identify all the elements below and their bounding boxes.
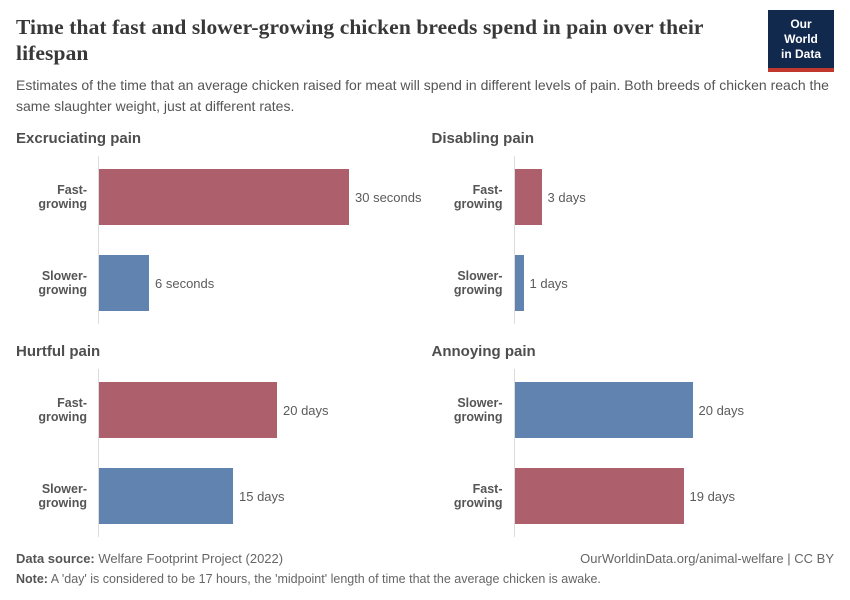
chart-title: Annoying pain xyxy=(431,343,536,361)
value-label: 6 seconds xyxy=(155,275,215,291)
value-label: 20 days xyxy=(283,402,329,418)
value-label: 1 days xyxy=(529,275,568,291)
owid-logo-line1: Our World xyxy=(784,17,818,46)
owid-logo: Our World in Data xyxy=(768,10,834,72)
plot-area: Fast-growing 20 days Slower-growing 15 d… xyxy=(16,369,422,538)
value-label: 20 days xyxy=(698,402,745,418)
chart-hurtful-pain: Hurtful pain Fast-growing 20 days Slower… xyxy=(16,343,422,538)
bar-row: Fast-growing 3 days xyxy=(432,169,835,226)
bar-area: 30 seconds xyxy=(99,169,422,226)
bar-area: 19 days xyxy=(514,468,835,525)
page-subtitle: Estimates of the time that an average ch… xyxy=(16,77,829,114)
data-source-label: Data source: xyxy=(16,551,95,566)
bar-area: 20 days xyxy=(99,382,422,439)
note-label: Note: xyxy=(16,572,48,586)
chart-excruciating-pain: Excruciating pain Fast-growing 30 second… xyxy=(16,130,422,325)
owid-logo-line2: in Data xyxy=(780,47,821,61)
bar-fast-growing xyxy=(99,382,277,439)
bar-slower-growing xyxy=(99,468,233,525)
value-label: 30 seconds xyxy=(355,189,422,205)
chart-title: Hurtful pain xyxy=(16,343,101,361)
page-title: Time that fast and slower-growing chicke… xyxy=(16,15,704,66)
bar-slower-growing xyxy=(514,382,693,439)
category-label: Fast-growing xyxy=(38,183,87,212)
note-text: A 'day' is considered to be 17 hours, th… xyxy=(47,572,601,586)
bar-row: Slower-growing 15 days xyxy=(16,468,422,525)
header: Time that fast and slower-growing chicke… xyxy=(16,10,834,116)
y-axis-line xyxy=(513,369,515,538)
category-label: Slower-growing xyxy=(453,269,503,298)
category-label: Slower-growing xyxy=(453,396,503,425)
category-label: Slower-growing xyxy=(38,482,87,511)
plot-area: Fast-growing 30 seconds Slower-growing 6… xyxy=(16,156,422,325)
bar-slower-growing xyxy=(99,255,149,312)
data-source: Data source: Welfare Footprint Project (… xyxy=(16,551,283,566)
bar-row: Fast-growing 19 days xyxy=(432,468,835,525)
category-label: Fast-growing xyxy=(38,396,87,425)
chart-title: Disabling pain xyxy=(431,130,535,148)
bar-fast-growing xyxy=(99,169,349,226)
bar-row: Slower-growing 6 seconds xyxy=(16,255,422,312)
chart-title: Excruciating pain xyxy=(16,130,142,148)
plot-area: Fast-growing 3 days Slower-growing 1 day… xyxy=(432,156,835,325)
value-label: 3 days xyxy=(547,189,586,205)
bar-row: Fast-growing 30 seconds xyxy=(16,169,422,226)
bar-row: Fast-growing 20 days xyxy=(16,382,422,439)
y-axis-line xyxy=(513,156,515,325)
bar-fast-growing xyxy=(514,169,542,226)
bar-area: 15 days xyxy=(99,468,422,525)
bar-area: 1 days xyxy=(514,255,835,312)
bar-row: Slower-growing 20 days xyxy=(432,382,835,439)
data-source-text: Welfare Footprint Project (2022) xyxy=(94,551,284,566)
footer-source-row: Data source: Welfare Footprint Project (… xyxy=(16,551,834,566)
plot-area: Slower-growing 20 days Fast-growing 19 d… xyxy=(432,369,835,538)
y-axis-line xyxy=(98,156,99,325)
category-label: Fast-growing xyxy=(453,482,503,511)
footer: Data source: Welfare Footprint Project (… xyxy=(16,551,834,586)
bar-row: Slower-growing 1 days xyxy=(432,255,835,312)
charts-grid: Excruciating pain Fast-growing 30 second… xyxy=(16,130,835,538)
footer-note-row: Note: A 'day' is considered to be 17 hou… xyxy=(16,572,834,586)
value-label: 15 days xyxy=(239,488,285,504)
chart-disabling-pain: Disabling pain Fast-growing 3 days Slowe… xyxy=(431,130,835,325)
bar-fast-growing xyxy=(514,468,684,525)
bar-slower-growing xyxy=(514,255,524,312)
category-label: Slower-growing xyxy=(38,269,87,298)
bar-area: 20 days xyxy=(514,382,835,439)
y-axis-line xyxy=(98,369,99,538)
bar-area: 3 days xyxy=(514,169,835,226)
value-label: 19 days xyxy=(689,488,736,504)
chart-annoying-pain: Annoying pain Slower-growing 20 days Fas… xyxy=(431,343,835,538)
bar-area: 6 seconds xyxy=(99,255,422,312)
category-label: Fast-growing xyxy=(453,183,503,212)
owid-credit: OurWorldinData.org/animal-welfare | CC B… xyxy=(580,551,834,566)
